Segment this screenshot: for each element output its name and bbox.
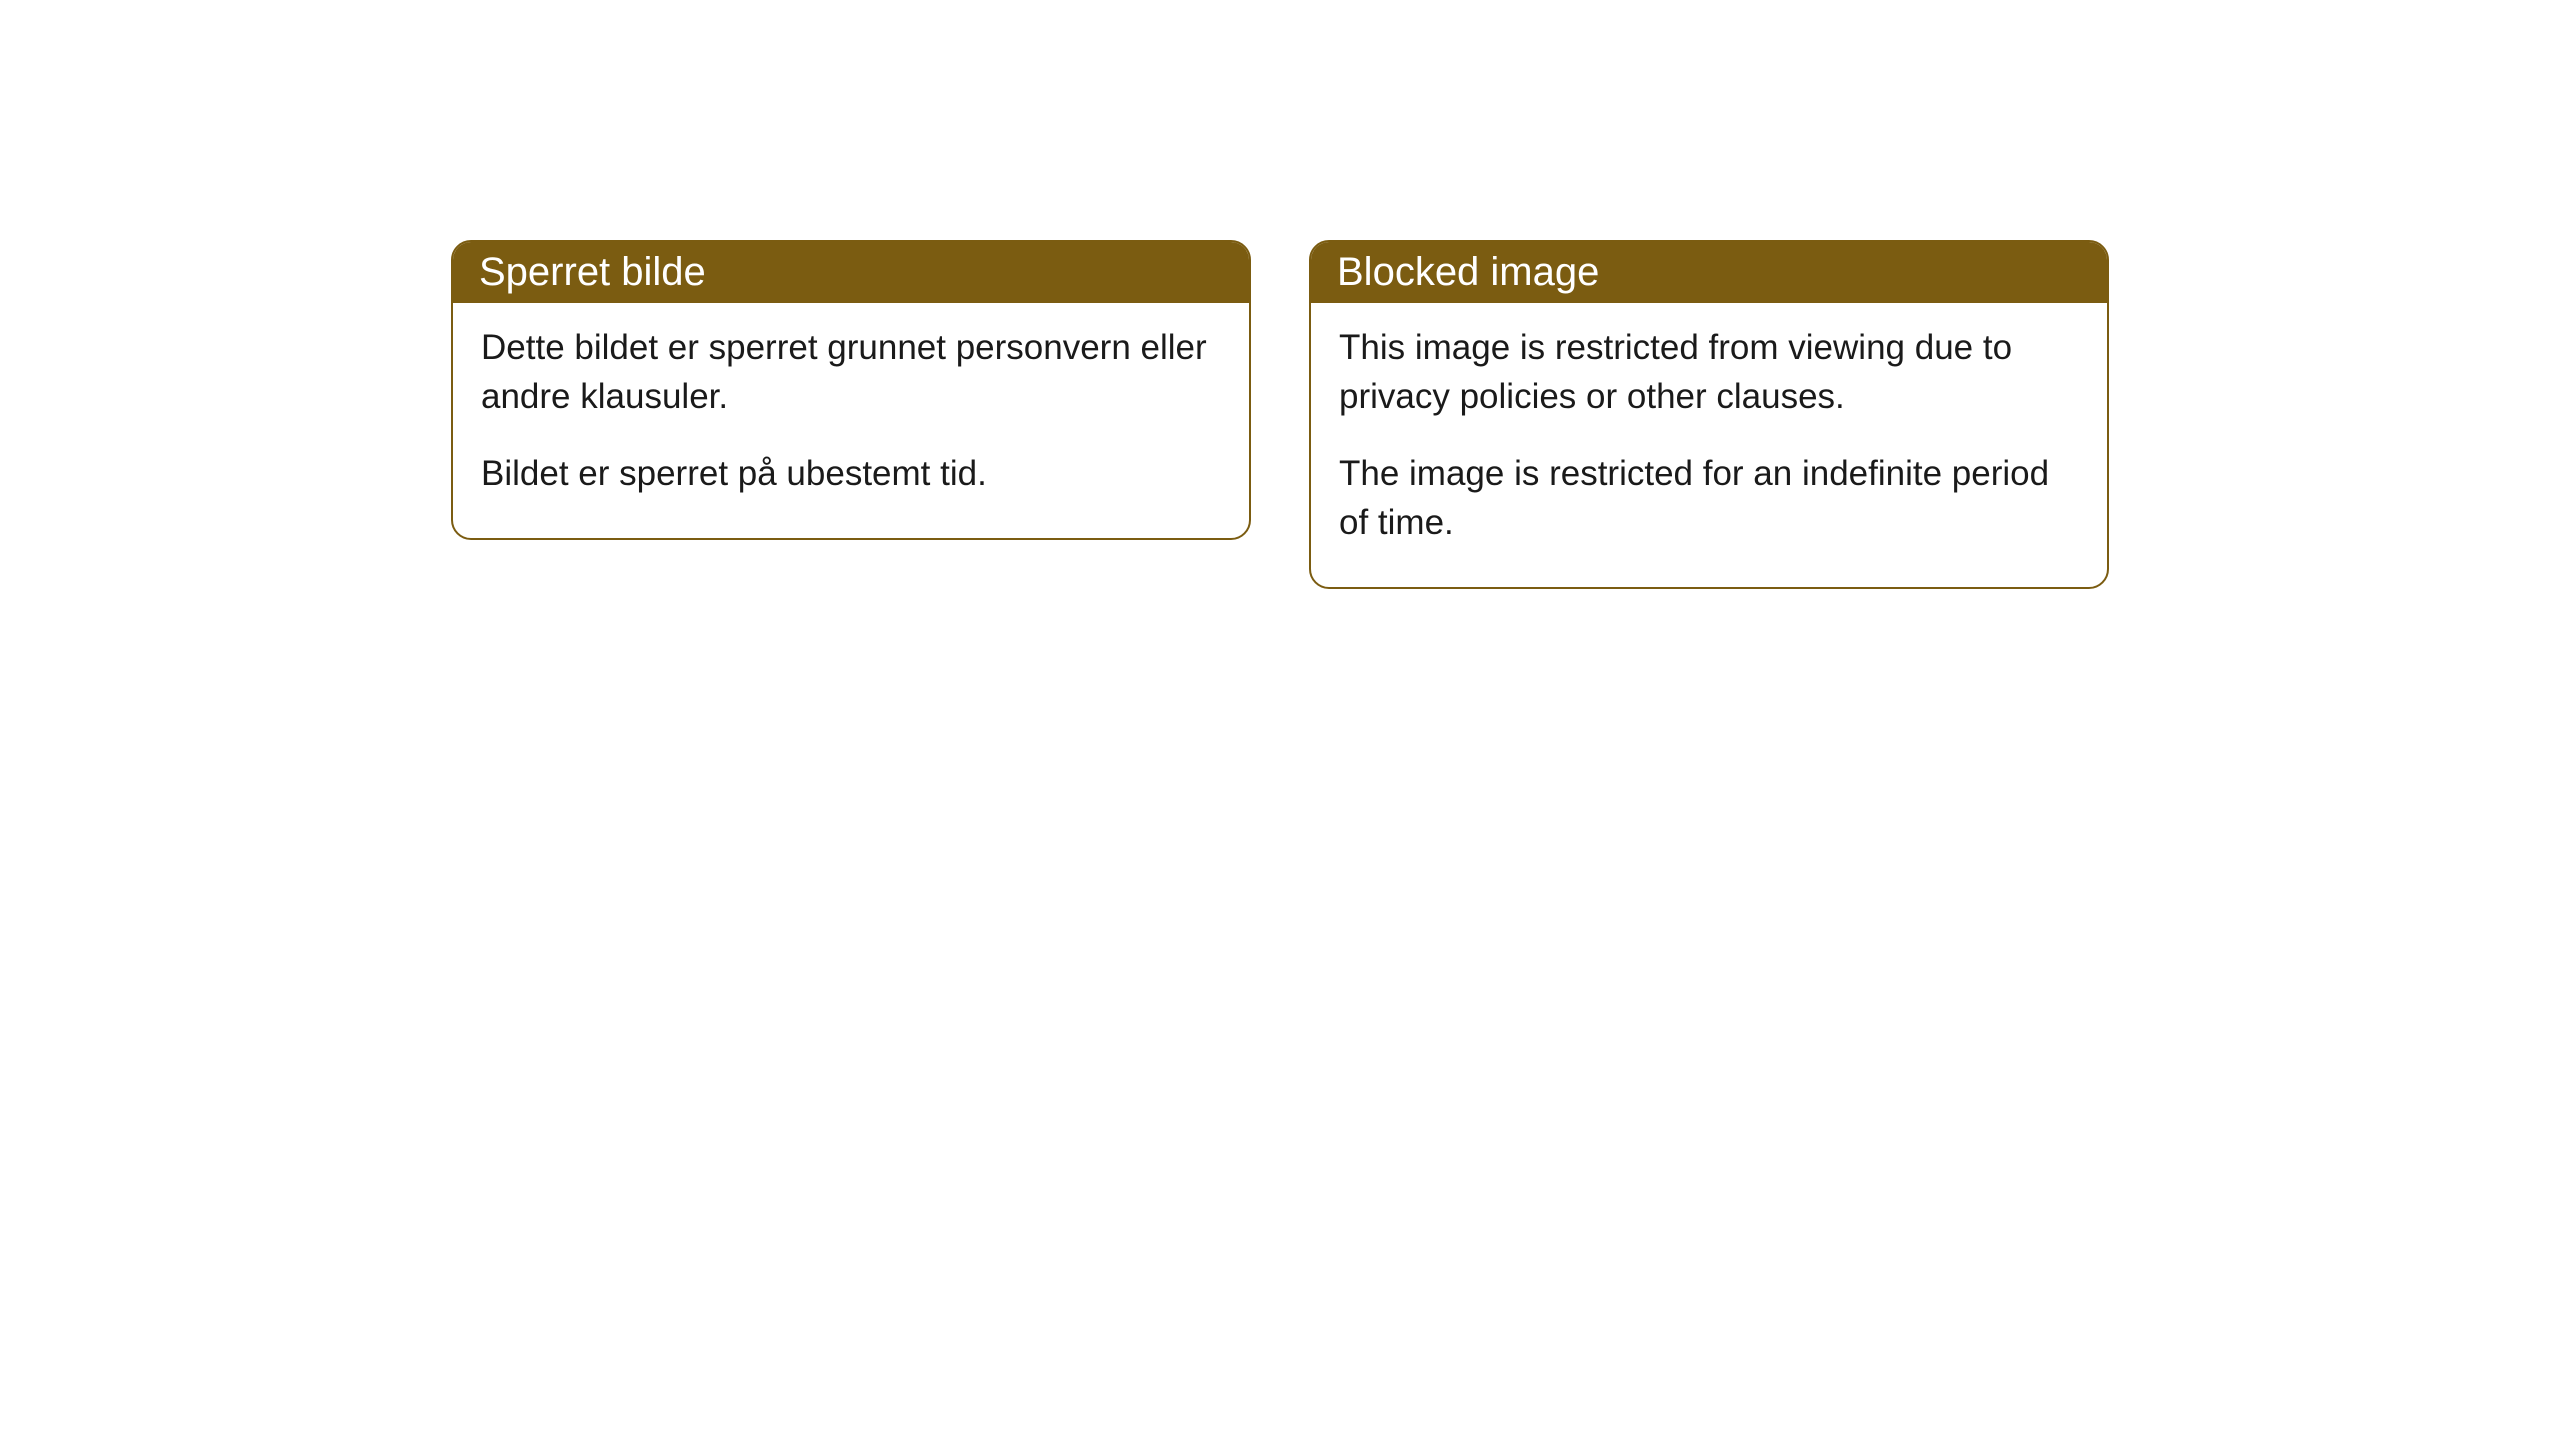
card-body-english: This image is restricted from viewing du… — [1311, 303, 2107, 587]
card-text-english-1: This image is restricted from viewing du… — [1339, 323, 2079, 421]
card-text-norwegian-1: Dette bildet er sperret grunnet personve… — [481, 323, 1221, 421]
card-body-norwegian: Dette bildet er sperret grunnet personve… — [453, 303, 1249, 538]
blocked-image-card-norwegian: Sperret bilde Dette bildet er sperret gr… — [451, 240, 1251, 540]
notice-cards-container: Sperret bilde Dette bildet er sperret gr… — [451, 240, 2109, 1440]
card-title-english: Blocked image — [1337, 250, 1599, 294]
card-text-english-2: The image is restricted for an indefinit… — [1339, 449, 2079, 547]
blocked-image-card-english: Blocked image This image is restricted f… — [1309, 240, 2109, 589]
card-text-norwegian-2: Bildet er sperret på ubestemt tid. — [481, 449, 1221, 498]
card-header-norwegian: Sperret bilde — [453, 242, 1249, 303]
card-header-english: Blocked image — [1311, 242, 2107, 303]
card-title-norwegian: Sperret bilde — [479, 250, 706, 294]
